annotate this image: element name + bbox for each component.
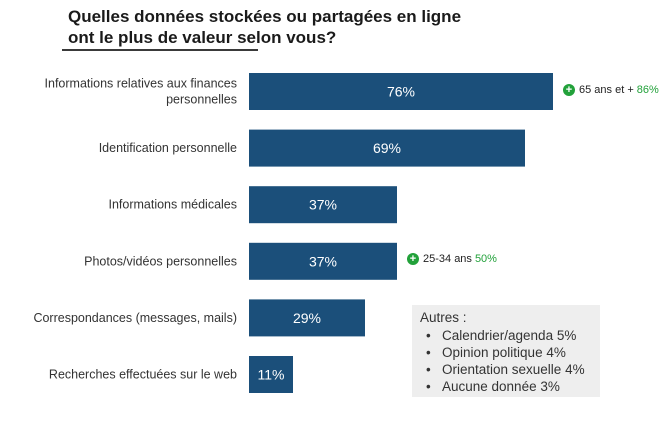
bar [249,242,397,280]
bar-value-label: 11% [258,367,285,383]
bar [249,129,525,167]
other-data-item: Orientation sexuelle 4% [420,361,592,378]
segment-annotation: +65 ans et +86% [563,83,659,96]
bar-value-label: 37% [309,253,337,269]
bar-value-label: 29% [293,310,321,326]
category-label: Identification personnelle [99,141,237,155]
bar [249,356,293,393]
other-data-heading: Autres : [420,310,467,325]
bar [249,299,365,337]
annotation-value: 86% [636,83,659,96]
category-label: personnelles [166,93,237,107]
category-label: Informations relatives aux finances [45,77,237,91]
category-label: Correspondances (messages, mails) [33,311,237,325]
other-data-box: Autres : Calendrier/agenda 5% Opinion po… [412,305,600,397]
other-data-list: Calendrier/agenda 5% Opinion politique 4… [420,327,592,395]
bar [249,186,397,224]
title-underline [62,49,258,51]
plus-circle-icon: + [407,253,419,266]
other-data-item: Opinion politique 4% [420,344,592,361]
segment-annotation: +25-34 ans 50% [407,253,497,266]
annotation-value: 50% [474,253,497,266]
category-label: Recherches effectuées sur le web [49,368,237,382]
bar-value-label: 76% [387,84,415,100]
bar-group: 76% Informations relatives aux finances pe… [33,73,553,393]
bar-value-label: 37% [309,197,337,213]
bar [249,73,553,110]
other-data-item: Aucune donnée 3% [420,378,592,395]
annotation-text: 65 ans et + [579,83,634,96]
bar-value-label: 69% [373,140,401,156]
plus-circle-icon: + [563,83,575,96]
category-label: Photos/vidéos personnelles [84,254,237,268]
other-data-item: Calendrier/agenda 5% [420,327,592,344]
category-label: Informations médicales [108,198,237,212]
chart-title: Quelles données stockées ou partagées en… [68,7,462,47]
annotation-text: 25-34 ans [423,253,472,266]
